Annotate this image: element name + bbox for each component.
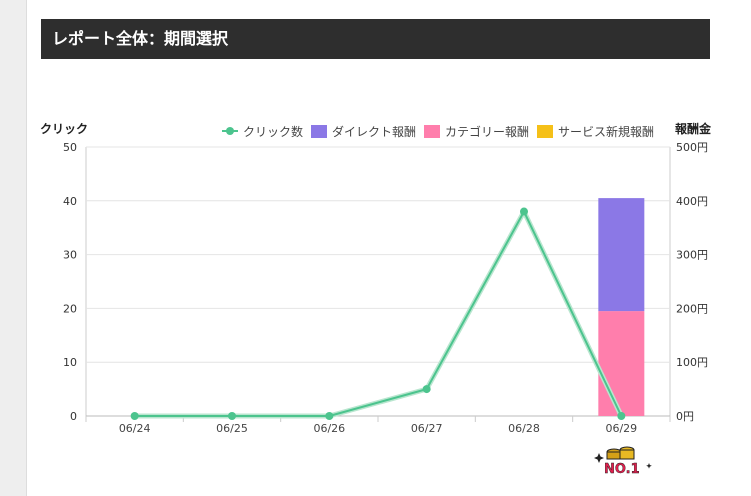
legend-item-service-reward[interactable]: サービス新規報酬 [537, 123, 654, 140]
x-tick-label: 06/27 [411, 422, 443, 435]
y2-tick-label: 300円 [676, 249, 708, 262]
y2-tick-label: 200円 [676, 302, 708, 315]
y-tick-label: 0 [70, 410, 77, 423]
right-axis-title: 報酬金 [675, 122, 712, 136]
x-tick-label: 06/24 [119, 422, 151, 435]
y2-tick-label: 500円 [676, 141, 708, 154]
legend-label: クリック数 [243, 124, 304, 139]
badge-label: NO.1 [604, 462, 640, 476]
series-line [134, 210, 623, 417]
left-axis-title: クリック [40, 122, 89, 136]
x-tick-label: 06/29 [605, 422, 637, 435]
x-tick-label: 06/28 [508, 422, 540, 435]
no1-badge: NO.1 [592, 442, 652, 477]
legend-item-category-reward[interactable]: カテゴリー報酬 [424, 123, 529, 140]
x-tick-label: 06/25 [216, 422, 248, 435]
data-point [520, 207, 528, 216]
y2-tick-label: 400円 [676, 195, 708, 208]
data-point [422, 385, 431, 394]
data-point [325, 412, 334, 420]
legend-item-clicks[interactable]: クリック数 [222, 123, 303, 140]
legend-item-direct-reward[interactable]: ダイレクト報酬 [311, 123, 416, 140]
legend-label: ダイレクト報酬 [332, 124, 417, 139]
y-tick-label: 10 [63, 356, 77, 369]
report-title: レポート全体：期間選択 [41, 19, 710, 59]
y-tick-label: 20 [63, 302, 77, 315]
swatch-icon [311, 124, 328, 138]
bar [598, 311, 645, 416]
sparkle-icon [594, 453, 652, 469]
bar [598, 198, 645, 312]
legend-label: サービス新規報酬 [558, 124, 655, 139]
data-point [228, 412, 236, 420]
series-line-shadow [134, 209, 624, 419]
coins-icon [606, 446, 635, 460]
legend-label: カテゴリー報酬 [445, 124, 530, 139]
line-marker-icon [222, 127, 238, 135]
y2-tick-label: 100円 [676, 356, 708, 369]
y-tick-label: 30 [63, 249, 77, 262]
swatch-icon [537, 124, 554, 138]
data-point [130, 412, 139, 420]
y-tick-label: 40 [63, 195, 77, 208]
y2-tick-label: 0円 [676, 410, 694, 423]
x-tick-label: 06/26 [313, 422, 345, 435]
swatch-icon [424, 124, 441, 138]
data-point [617, 412, 626, 420]
chart-legend: クリック数 ダイレクト報酬 カテゴリー報酬 サービス新規報酬 [222, 121, 662, 141]
y-tick-label: 50 [63, 141, 77, 154]
